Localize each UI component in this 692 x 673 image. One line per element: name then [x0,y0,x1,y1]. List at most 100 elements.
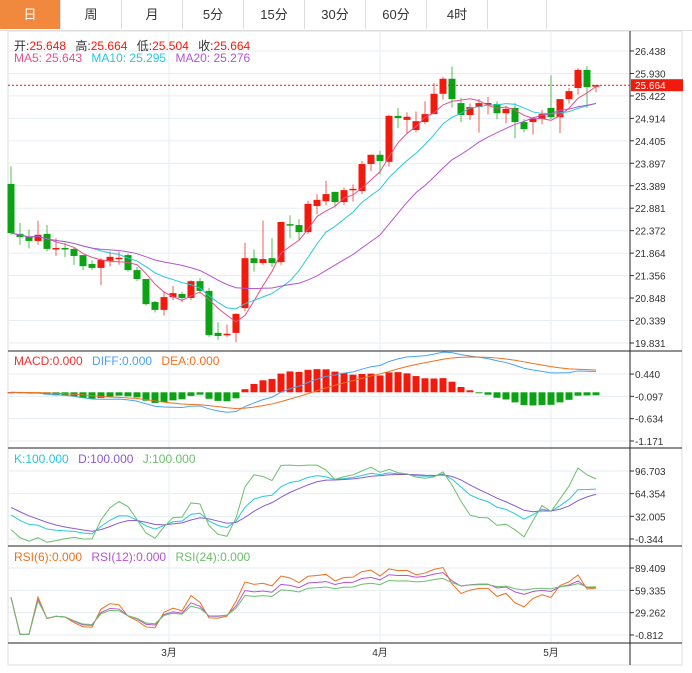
macd-bar [493,392,501,398]
dea-value: DEA:0.000 [161,354,220,368]
macd-bar [268,378,276,393]
candle-down [43,233,51,249]
macd-bar [169,392,177,401]
chart-frame [7,30,683,666]
candle-up [241,258,249,309]
rsi-tick-label: 59.335 [635,586,666,597]
candle-down [250,258,258,264]
candle-up [466,107,474,115]
macd-bar [439,378,447,393]
macd-bar [358,373,366,393]
candle-down [268,258,276,264]
candle-up [475,103,483,108]
tab-6[interactable]: 60分 [366,0,427,29]
open-label: 开: [14,39,30,53]
macd-bar [259,380,267,393]
d-value: D:100.000 [78,452,134,466]
candle-up [538,114,546,119]
candle-up [421,114,429,123]
candle-down [88,263,96,268]
candle-down [448,78,456,100]
macd-bar [457,387,465,393]
x-axis-label: 4月 [372,647,388,659]
macd-bar [484,392,492,395]
tab-5[interactable]: 30分 [305,0,366,29]
price-tick-label: 21.356 [635,272,666,283]
macd-tick-label: 0.440 [635,370,660,381]
candle-up [115,257,123,260]
macd-bar [394,372,402,393]
candle-down [331,191,339,203]
kdj-legend: K:100.000 D:100.000 J:100.000 [14,452,202,466]
price-tick-label: 24.914 [635,114,666,125]
rsi24-line [10,577,597,635]
macd-bar [277,373,285,393]
d-line [10,473,597,532]
candle-up [304,203,312,233]
price-tick-label: 24.405 [635,137,666,148]
candle-down [520,122,528,130]
tab-1[interactable]: 周 [61,0,122,29]
tab-7[interactable]: 4时 [427,0,488,29]
macd-bar [196,392,204,395]
candle-down [547,107,555,118]
macd-bar [349,374,357,393]
candle-up [349,188,357,191]
candle-up [313,199,321,207]
candle-down [7,183,15,233]
candle-up [259,259,267,264]
macd-bar [367,373,375,393]
tab-4[interactable]: 15分 [244,0,305,29]
macd-bar [385,372,393,393]
macd-bar [187,392,195,396]
k-value: K:100.000 [14,452,69,466]
candle-down [286,224,294,226]
candle-up [223,333,231,336]
dea-line [10,356,597,410]
macd-bar [178,392,186,400]
diff-line [10,351,597,413]
ma5-value: MA5: 25.643 [14,51,83,65]
kdj-tick-label: 32.005 [635,512,666,523]
kdj-tick-label: -0.344 [635,535,664,546]
macd-bar [421,378,429,393]
candle-up [322,194,330,202]
x-axis-label: 3月 [161,647,177,659]
macd-bar [151,392,159,403]
candle-up [106,256,114,261]
k-line [10,472,597,535]
diff-value: DIFF:0.000 [92,354,153,368]
current-price-badge [631,79,683,92]
tab-2[interactable]: 月 [122,0,183,29]
candle-up [556,99,564,118]
tab-3[interactable]: 5分 [183,0,244,29]
macd-bar [250,383,258,393]
rsi12-line [10,572,597,635]
macd-bar [313,369,321,393]
macd-bar [106,392,114,397]
macd-bar [295,371,303,393]
candle-down [295,225,303,233]
price-tick-label: 20.339 [635,317,666,328]
price-tick-label: 19.831 [635,339,666,350]
candle-up [340,190,348,203]
macd-bar [502,392,510,400]
candle-up [385,115,393,162]
macd-bar [547,392,555,405]
price-tick-label: 25.930 [635,69,666,80]
candle-up [34,234,42,241]
candle-up [592,85,600,87]
rsi-legend: RSI(6):0.000 RSI(12):0.000 RSI(24):0.000 [14,550,256,564]
rsi-tick-label: -0.812 [635,631,664,642]
candle-up [367,154,375,165]
price-tick-label: 25.422 [635,92,666,103]
macd-bar [286,371,294,393]
tab-0[interactable]: 日 [0,0,61,29]
macd-bar [403,373,411,393]
high-label: 高: [75,39,91,53]
rsi-tick-label: 29.262 [635,609,666,620]
macd-bar [124,392,132,397]
candle-down [583,69,591,88]
price-tick-label: 22.372 [635,227,666,238]
